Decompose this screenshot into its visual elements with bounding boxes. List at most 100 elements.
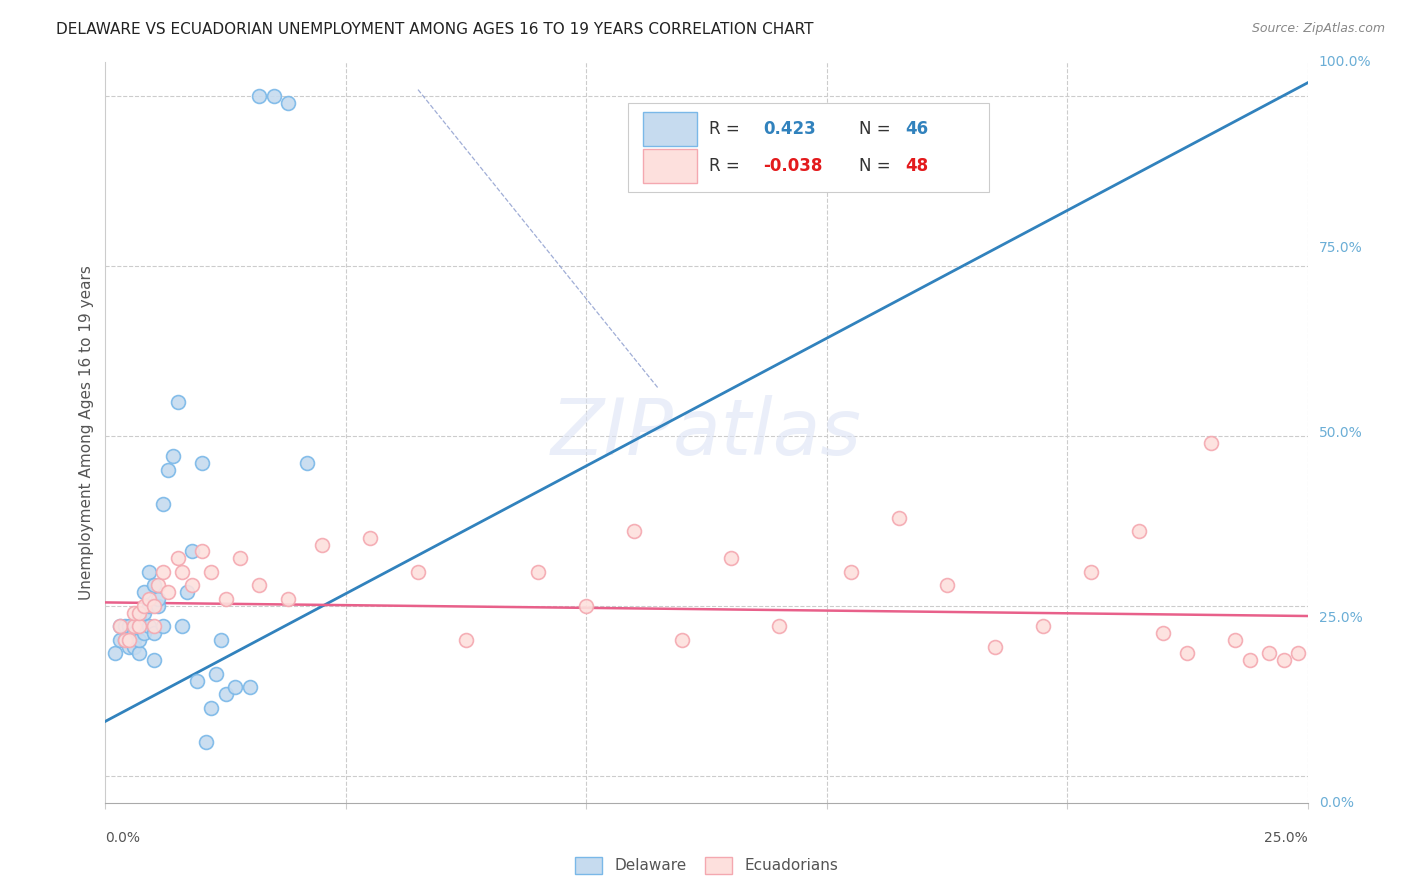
Point	[359, 531, 381, 545]
Point	[142, 626, 165, 640]
Point	[148, 599, 170, 613]
Point	[132, 585, 155, 599]
Point	[1080, 565, 1102, 579]
Point	[162, 450, 184, 464]
Point	[128, 612, 150, 626]
Point	[124, 606, 146, 620]
Point	[138, 619, 160, 633]
FancyBboxPatch shape	[628, 103, 988, 192]
Point	[142, 619, 165, 633]
Point	[181, 544, 204, 558]
Point	[214, 592, 236, 607]
Point	[190, 544, 212, 558]
Point	[200, 700, 222, 714]
Point	[406, 565, 429, 579]
FancyBboxPatch shape	[643, 150, 697, 183]
Point	[138, 599, 160, 613]
Point	[239, 681, 262, 695]
Point	[118, 619, 141, 633]
Point	[172, 619, 194, 633]
Text: R =: R =	[709, 120, 751, 138]
Point	[205, 666, 228, 681]
Point	[454, 632, 477, 647]
Point	[156, 585, 179, 599]
Point	[128, 646, 150, 660]
Point	[138, 592, 160, 607]
Point	[148, 592, 170, 607]
Point	[124, 619, 146, 633]
Point	[138, 565, 160, 579]
Point	[1258, 646, 1281, 660]
Point	[118, 640, 141, 654]
Text: 0.0%: 0.0%	[1319, 796, 1354, 810]
Point	[277, 592, 299, 607]
Point	[148, 578, 170, 592]
Point	[247, 89, 270, 103]
Point	[263, 89, 285, 103]
Point	[104, 646, 127, 660]
Point	[247, 578, 270, 592]
Point	[118, 632, 141, 647]
Point	[114, 632, 136, 647]
Text: N =: N =	[859, 120, 896, 138]
Point	[142, 599, 165, 613]
Point	[575, 599, 598, 613]
Point	[190, 456, 212, 470]
Point	[768, 619, 790, 633]
Point	[527, 565, 550, 579]
Text: Source: ZipAtlas.com: Source: ZipAtlas.com	[1251, 22, 1385, 36]
Point	[128, 606, 150, 620]
Point	[124, 626, 146, 640]
Text: ZIPatlas: ZIPatlas	[551, 394, 862, 471]
Text: N =: N =	[859, 157, 896, 175]
Point	[132, 599, 155, 613]
Point	[1225, 632, 1247, 647]
Point	[108, 619, 131, 633]
Point	[839, 565, 862, 579]
Point	[108, 619, 131, 633]
Point	[132, 626, 155, 640]
Point	[128, 619, 150, 633]
Text: DELAWARE VS ECUADORIAN UNEMPLOYMENT AMONG AGES 16 TO 19 YEARS CORRELATION CHART: DELAWARE VS ECUADORIAN UNEMPLOYMENT AMON…	[56, 22, 814, 37]
Point	[229, 551, 252, 566]
Text: 46: 46	[905, 120, 928, 138]
Text: 0.0%: 0.0%	[105, 831, 141, 846]
Point	[1128, 524, 1150, 538]
FancyBboxPatch shape	[643, 112, 697, 145]
Point	[297, 456, 319, 470]
Point	[984, 640, 1007, 654]
Text: 0.423: 0.423	[763, 120, 815, 138]
Point	[200, 565, 222, 579]
Point	[142, 578, 165, 592]
Point	[887, 510, 910, 524]
Point	[152, 497, 174, 511]
Text: R =: R =	[709, 157, 751, 175]
Point	[186, 673, 208, 688]
Point	[195, 734, 218, 748]
Text: 48: 48	[905, 157, 928, 175]
Point	[114, 632, 136, 647]
Text: -0.038: -0.038	[763, 157, 823, 175]
Y-axis label: Unemployment Among Ages 16 to 19 years: Unemployment Among Ages 16 to 19 years	[79, 265, 94, 600]
Point	[214, 687, 236, 701]
Point	[156, 463, 179, 477]
Point	[152, 619, 174, 633]
Text: 100.0%: 100.0%	[1319, 55, 1371, 70]
Point	[166, 395, 188, 409]
Point	[1152, 626, 1174, 640]
Point	[128, 632, 150, 647]
Text: 75.0%: 75.0%	[1319, 241, 1362, 254]
Point	[1272, 653, 1295, 667]
Point	[114, 619, 136, 633]
Point	[1201, 435, 1223, 450]
Point	[936, 578, 959, 592]
Point	[623, 524, 645, 538]
Point	[118, 626, 141, 640]
Point	[172, 565, 194, 579]
Point	[181, 578, 204, 592]
Point	[124, 640, 146, 654]
Legend: Delaware, Ecuadorians: Delaware, Ecuadorians	[568, 850, 845, 880]
Point	[142, 653, 165, 667]
Point	[1032, 619, 1054, 633]
Point	[224, 681, 246, 695]
